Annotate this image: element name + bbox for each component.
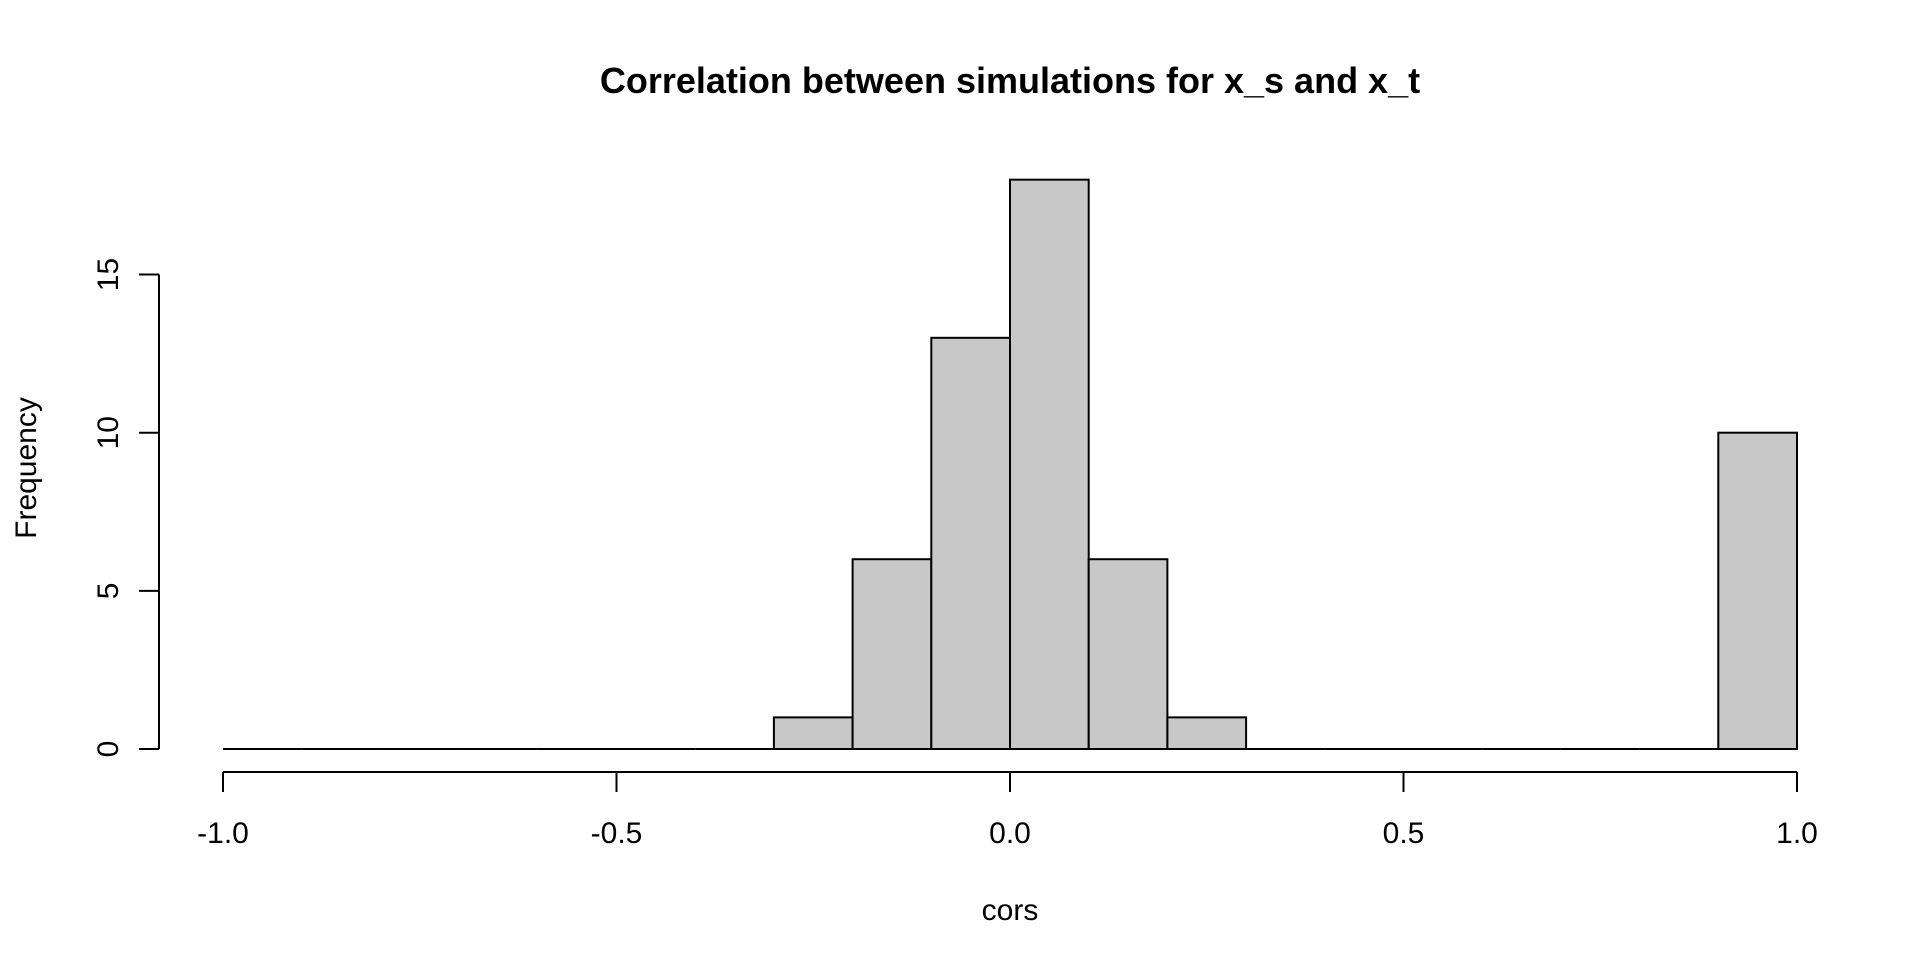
- y-tick-label: 10: [92, 416, 125, 449]
- y-tick-label: 0: [92, 741, 125, 758]
- x-tick-label: 1.0: [1776, 817, 1818, 850]
- y-tick-label: 5: [92, 583, 125, 600]
- histogram-bar: [772, 716, 854, 750]
- x-tick-label: -1.0: [197, 817, 249, 850]
- bars-group: [223, 178, 1799, 751]
- histogram-bar: [1087, 558, 1169, 750]
- y-tick-label: 15: [92, 258, 125, 291]
- x-tick-label: -0.5: [591, 817, 643, 850]
- histogram-bar: [1009, 178, 1090, 751]
- chart-title: Correlation between simulations for x_s …: [600, 60, 1420, 101]
- histogram-bar: [930, 336, 1011, 750]
- x-axis: -1.0 -0.5 0.0 0.5 1.0: [197, 771, 1818, 850]
- x-axis-label: cors: [982, 894, 1039, 927]
- histogram-bar: [1717, 431, 1799, 750]
- x-tick-label: 0.5: [1383, 817, 1425, 850]
- histogram-bar: [851, 558, 933, 750]
- x-tick-label: 0.0: [989, 817, 1031, 850]
- y-axis-label: Frequency: [10, 397, 43, 539]
- histogram-bar: [1166, 716, 1248, 750]
- y-axis: 0 5 10 15: [92, 258, 160, 758]
